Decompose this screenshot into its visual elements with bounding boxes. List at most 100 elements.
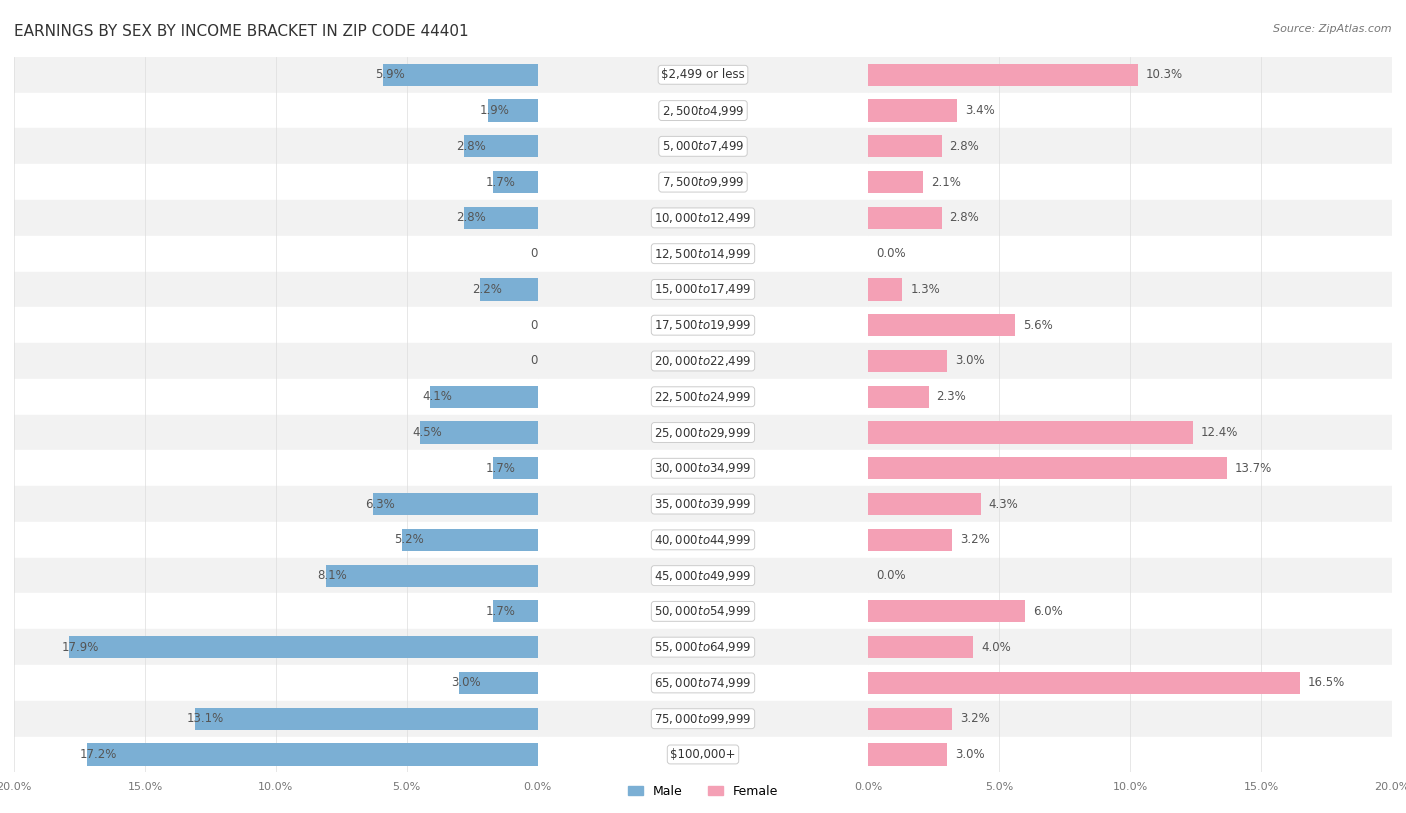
Bar xyxy=(537,307,869,343)
Text: EARNINGS BY SEX BY INCOME BRACKET IN ZIP CODE 44401: EARNINGS BY SEX BY INCOME BRACKET IN ZIP… xyxy=(14,24,468,39)
Bar xyxy=(537,593,869,629)
Bar xyxy=(494,171,537,193)
Bar xyxy=(488,99,537,122)
Bar xyxy=(869,558,1392,593)
Text: 1.7%: 1.7% xyxy=(485,462,515,475)
Text: 16.5%: 16.5% xyxy=(1308,676,1346,689)
Bar xyxy=(14,629,537,665)
Text: 17.9%: 17.9% xyxy=(62,641,98,654)
Bar xyxy=(869,665,1392,701)
Text: 1.7%: 1.7% xyxy=(485,605,515,618)
Text: 2.3%: 2.3% xyxy=(936,390,966,403)
Bar xyxy=(869,743,946,766)
Bar xyxy=(869,450,1392,486)
Bar xyxy=(869,171,924,193)
Text: 5.6%: 5.6% xyxy=(1022,319,1053,332)
Text: $12,500 to $14,999: $12,500 to $14,999 xyxy=(654,246,752,261)
Text: 3.2%: 3.2% xyxy=(960,712,990,725)
Bar xyxy=(537,737,869,772)
Bar xyxy=(537,343,869,379)
Bar xyxy=(869,272,1392,307)
Bar xyxy=(869,343,1392,379)
Bar xyxy=(14,593,537,629)
Bar xyxy=(384,63,537,86)
Bar xyxy=(460,672,537,694)
Text: $2,500 to $4,999: $2,500 to $4,999 xyxy=(662,103,744,118)
Bar xyxy=(537,200,869,236)
Bar xyxy=(869,600,1025,623)
Bar xyxy=(14,379,537,415)
Text: 2.1%: 2.1% xyxy=(931,176,962,189)
Bar xyxy=(537,415,869,450)
Text: $22,500 to $24,999: $22,500 to $24,999 xyxy=(654,389,752,404)
Bar xyxy=(869,737,1392,772)
Text: 17.2%: 17.2% xyxy=(80,748,117,761)
Bar xyxy=(14,236,537,272)
Text: 5.9%: 5.9% xyxy=(375,68,405,81)
Text: $17,500 to $19,999: $17,500 to $19,999 xyxy=(654,318,752,333)
Bar xyxy=(869,415,1392,450)
Bar xyxy=(869,636,973,659)
Bar xyxy=(869,278,903,301)
Bar xyxy=(537,93,869,128)
Bar xyxy=(537,486,869,522)
Text: $7,500 to $9,999: $7,500 to $9,999 xyxy=(662,175,744,189)
Bar xyxy=(373,493,537,515)
Bar xyxy=(869,93,1392,128)
Bar xyxy=(869,672,1301,694)
Bar xyxy=(194,707,537,730)
Bar xyxy=(14,93,537,128)
Bar xyxy=(537,665,869,701)
Bar xyxy=(14,272,537,307)
Text: $5,000 to $7,499: $5,000 to $7,499 xyxy=(662,139,744,154)
Text: 2.2%: 2.2% xyxy=(472,283,502,296)
Bar xyxy=(14,522,537,558)
Bar xyxy=(479,278,537,301)
Text: 0.0%: 0.0% xyxy=(876,247,905,260)
Text: 13.7%: 13.7% xyxy=(1234,462,1272,475)
Text: 5.2%: 5.2% xyxy=(394,533,423,546)
Text: 0.0%: 0.0% xyxy=(530,354,560,367)
Text: 6.3%: 6.3% xyxy=(366,498,395,511)
Bar xyxy=(869,164,1392,200)
Bar xyxy=(869,493,981,515)
Bar xyxy=(869,128,1392,164)
Bar xyxy=(14,450,537,486)
Bar xyxy=(69,636,537,659)
Bar xyxy=(430,385,537,408)
Text: 1.7%: 1.7% xyxy=(485,176,515,189)
Bar xyxy=(869,385,928,408)
Bar xyxy=(537,558,869,593)
Bar xyxy=(420,421,537,444)
Bar xyxy=(402,528,537,551)
Bar xyxy=(869,236,1392,272)
Text: $65,000 to $74,999: $65,000 to $74,999 xyxy=(654,676,752,690)
Bar xyxy=(537,57,869,93)
Bar xyxy=(14,665,537,701)
Text: 1.9%: 1.9% xyxy=(479,104,510,117)
Text: 3.4%: 3.4% xyxy=(965,104,995,117)
Text: 4.0%: 4.0% xyxy=(981,641,1011,654)
Text: 4.1%: 4.1% xyxy=(422,390,453,403)
Bar xyxy=(537,272,869,307)
Bar xyxy=(14,200,537,236)
Bar xyxy=(87,743,537,766)
Bar xyxy=(869,379,1392,415)
Text: 3.0%: 3.0% xyxy=(955,748,984,761)
Bar xyxy=(464,135,537,158)
Text: 6.0%: 6.0% xyxy=(1033,605,1063,618)
Text: Source: ZipAtlas.com: Source: ZipAtlas.com xyxy=(1274,24,1392,34)
Legend: Male, Female: Male, Female xyxy=(623,780,783,802)
Text: $2,499 or less: $2,499 or less xyxy=(661,68,745,81)
Text: 2.8%: 2.8% xyxy=(949,211,979,224)
Text: 4.5%: 4.5% xyxy=(412,426,441,439)
Bar xyxy=(537,379,869,415)
Bar xyxy=(869,486,1392,522)
Text: $35,000 to $39,999: $35,000 to $39,999 xyxy=(654,497,752,511)
Bar xyxy=(869,522,1392,558)
Bar xyxy=(869,307,1392,343)
Bar xyxy=(14,307,537,343)
Bar xyxy=(869,457,1227,480)
Bar xyxy=(537,128,869,164)
Bar xyxy=(494,600,537,623)
